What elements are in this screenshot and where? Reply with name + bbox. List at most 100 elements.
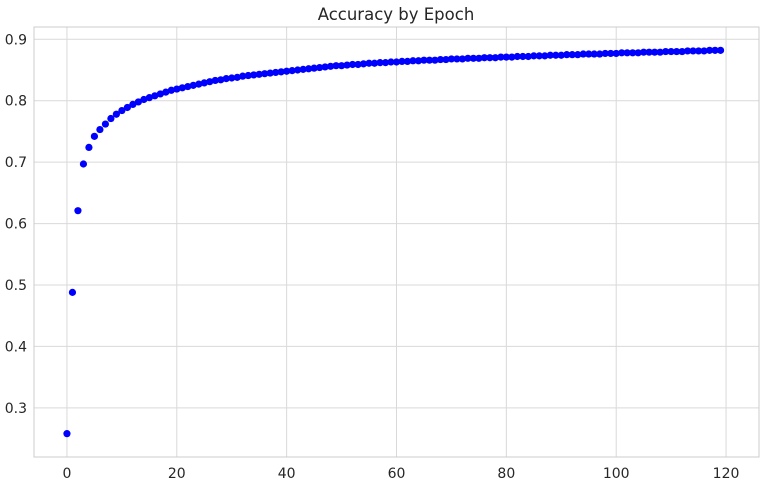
data-point xyxy=(409,57,417,65)
data-point xyxy=(343,61,351,69)
data-point xyxy=(151,92,159,100)
data-point xyxy=(607,49,615,58)
plot-frame xyxy=(33,26,760,458)
data-point xyxy=(63,430,71,438)
data-point xyxy=(74,207,82,215)
data-point xyxy=(497,53,505,61)
data-point xyxy=(475,54,483,62)
y-tick-label: 0.4 xyxy=(5,339,27,355)
data-point xyxy=(480,54,488,62)
data-point xyxy=(332,62,340,70)
data-point xyxy=(156,90,164,98)
data-point xyxy=(502,53,510,61)
data-point xyxy=(206,78,214,86)
data-point xyxy=(689,47,697,55)
data-point xyxy=(618,49,626,57)
data-point xyxy=(563,51,571,59)
data-point xyxy=(277,68,285,76)
data-point xyxy=(101,120,110,128)
data-point xyxy=(359,60,368,68)
y-tick-label: 0.9 xyxy=(5,32,27,48)
data-point xyxy=(167,86,175,94)
data-point xyxy=(272,68,280,77)
data-point xyxy=(557,51,565,59)
data-point xyxy=(436,55,445,64)
data-point xyxy=(398,57,406,65)
data-point xyxy=(431,56,439,64)
data-point xyxy=(705,46,714,54)
data-point xyxy=(266,69,274,77)
data-point xyxy=(244,71,252,80)
data-point xyxy=(601,49,609,58)
data-point xyxy=(255,70,263,78)
data-point xyxy=(486,54,494,62)
data-points xyxy=(63,46,725,438)
data-point xyxy=(541,52,549,60)
data-point xyxy=(107,114,115,123)
y-tick-label: 0.5 xyxy=(5,278,27,294)
data-point xyxy=(716,46,725,54)
data-point xyxy=(513,52,521,61)
data-point xyxy=(337,62,346,70)
data-point xyxy=(568,51,576,59)
data-point xyxy=(645,48,653,56)
data-point xyxy=(145,94,153,102)
data-point xyxy=(370,59,379,67)
data-point xyxy=(387,58,395,66)
data-point xyxy=(546,51,554,59)
data-point xyxy=(403,57,412,65)
data-point xyxy=(678,47,686,56)
data-point xyxy=(667,47,675,56)
data-point xyxy=(651,48,659,56)
data-point xyxy=(590,50,598,58)
data-point xyxy=(200,79,208,87)
data-point xyxy=(623,49,631,57)
data-point xyxy=(683,47,692,55)
y-tick-label: 0.6 xyxy=(5,217,27,233)
data-point xyxy=(96,125,104,134)
x-tick-label: 80 xyxy=(497,466,515,482)
data-point xyxy=(711,46,719,54)
chart-title: Accuracy by Epoch xyxy=(318,5,475,24)
data-point xyxy=(294,66,302,74)
data-point xyxy=(90,132,99,140)
data-point xyxy=(310,64,318,72)
data-point xyxy=(283,67,291,75)
tick-labels: 0 20 40 60 80 100 120 0.3 0.4 0.5 0.6 0.7 0.8 0.9 xyxy=(5,32,740,482)
y-tick-label: 0.8 xyxy=(5,94,27,110)
data-point xyxy=(129,100,137,108)
data-point xyxy=(464,54,472,62)
data-point xyxy=(629,49,637,57)
data-point xyxy=(414,57,423,65)
data-point xyxy=(140,95,148,104)
data-point xyxy=(574,51,582,59)
data-point xyxy=(700,47,708,55)
data-point xyxy=(250,71,258,79)
data-point xyxy=(134,98,142,106)
data-point xyxy=(233,73,241,81)
data-point xyxy=(469,54,477,62)
data-point xyxy=(634,49,642,57)
data-point xyxy=(85,143,93,151)
data-point xyxy=(381,59,390,67)
y-tick-label: 0.7 xyxy=(5,155,27,171)
data-point xyxy=(348,60,357,69)
data-point xyxy=(552,51,560,59)
grid-lines xyxy=(34,27,759,457)
data-point xyxy=(123,103,131,112)
data-point xyxy=(453,55,461,63)
data-point xyxy=(305,65,313,73)
x-tick-label: 0 xyxy=(62,466,71,482)
data-point xyxy=(519,52,527,61)
data-point xyxy=(596,50,604,58)
data-point xyxy=(530,52,538,60)
data-point xyxy=(173,85,181,93)
data-point xyxy=(228,74,236,82)
data-point xyxy=(673,47,681,56)
data-point xyxy=(112,110,120,118)
data-point xyxy=(316,63,324,72)
data-point xyxy=(239,72,247,80)
data-point xyxy=(662,47,670,56)
